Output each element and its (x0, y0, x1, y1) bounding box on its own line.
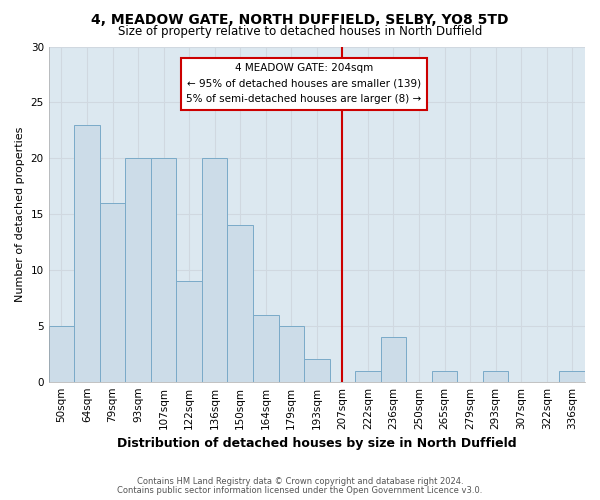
Text: Size of property relative to detached houses in North Duffield: Size of property relative to detached ho… (118, 25, 482, 38)
Bar (227, 226, 253, 382)
Bar (202, 158, 227, 382)
Text: 4 MEADOW GATE: 204sqm
← 95% of detached houses are smaller (139)
5% of semi-deta: 4 MEADOW GATE: 204sqm ← 95% of detached … (187, 64, 422, 104)
Y-axis label: Number of detached properties: Number of detached properties (15, 126, 25, 302)
Bar (559, 370, 585, 382)
Bar (355, 370, 380, 382)
Bar (304, 360, 329, 382)
Bar (100, 203, 125, 382)
Bar (49, 326, 74, 382)
Text: Contains HM Land Registry data © Crown copyright and database right 2024.: Contains HM Land Registry data © Crown c… (137, 477, 463, 486)
Bar (432, 370, 457, 382)
Bar (125, 158, 151, 382)
Bar (74, 124, 100, 382)
Bar (253, 314, 278, 382)
Text: Contains public sector information licensed under the Open Government Licence v3: Contains public sector information licen… (118, 486, 482, 495)
Bar (176, 281, 202, 382)
Bar (483, 370, 508, 382)
Bar (151, 158, 176, 382)
X-axis label: Distribution of detached houses by size in North Duffield: Distribution of detached houses by size … (117, 437, 517, 450)
Bar (380, 337, 406, 382)
Bar (278, 326, 304, 382)
Text: 4, MEADOW GATE, NORTH DUFFIELD, SELBY, YO8 5TD: 4, MEADOW GATE, NORTH DUFFIELD, SELBY, Y… (91, 12, 509, 26)
